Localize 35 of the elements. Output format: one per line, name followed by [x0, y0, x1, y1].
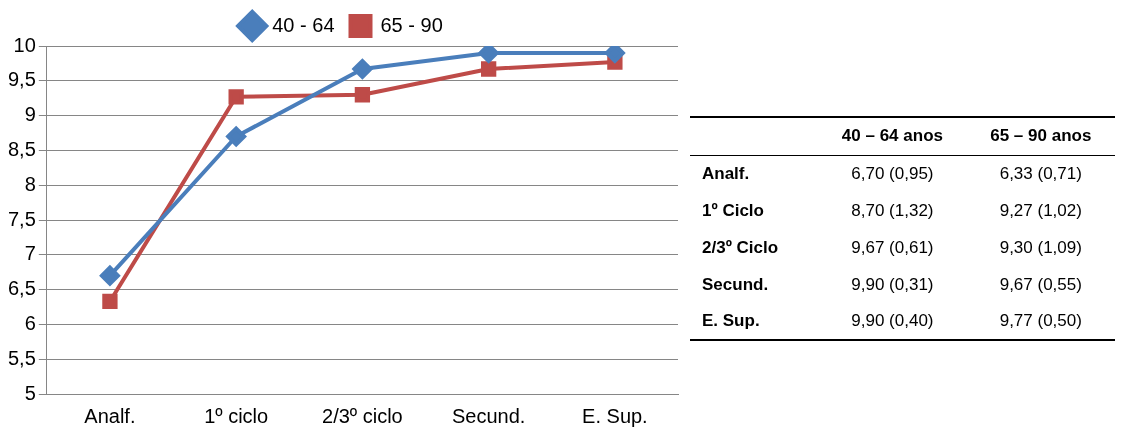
- text: Secund.: [702, 274, 769, 294]
- y-tick-label: 5: [24, 381, 36, 404]
- x-tick-label: 2/3º ciclo: [322, 404, 403, 427]
- y-tick-label: 6,5: [7, 277, 36, 300]
- text: 9,30 (1,09): [999, 237, 1082, 257]
- y-tick-label: 6: [24, 311, 36, 334]
- text: 9,67 (0,55): [999, 274, 1082, 294]
- text: E. Sup.: [702, 311, 760, 330]
- text: 1º Ciclo: [702, 200, 764, 220]
- text: 9,90 (0,40): [851, 311, 934, 330]
- text: 6,70 (0,95): [851, 163, 934, 183]
- text: 6,33 (0,71): [999, 163, 1082, 183]
- text: 40 – 64 anos: [841, 126, 943, 146]
- text: 2/3º Ciclo: [702, 237, 779, 257]
- text: 9,67 (0,61): [851, 237, 934, 257]
- y-tick-label: 8: [24, 172, 36, 195]
- x-tick-label: E. Sup.: [582, 404, 648, 427]
- y-tick-label: 5,5: [7, 346, 36, 369]
- y-tick-label: 9: [24, 103, 36, 126]
- y-tick-label: 10: [13, 33, 36, 56]
- x-tick-label: Secund.: [451, 404, 526, 427]
- y-tick-label: 7,5: [7, 207, 36, 230]
- text: 65 – 90 anos: [990, 126, 1092, 146]
- text: 9,77 (0,50): [999, 311, 1082, 330]
- legend-label: 40 - 64: [272, 13, 335, 36]
- legend-label: 65 - 90: [380, 13, 443, 36]
- text: Analf.: [702, 163, 750, 183]
- y-tick-label: 9,5: [7, 68, 36, 91]
- text: 9,90 (0,31): [851, 274, 934, 294]
- x-tick-label: 1º ciclo: [204, 404, 269, 427]
- text: 9,27 (1,02): [999, 200, 1082, 220]
- y-tick-label: 7: [24, 242, 36, 265]
- text: 8,70 (1,32): [851, 200, 934, 220]
- x-tick-label: Analf.: [84, 404, 136, 427]
- y-tick-label: 8,5: [7, 137, 36, 160]
